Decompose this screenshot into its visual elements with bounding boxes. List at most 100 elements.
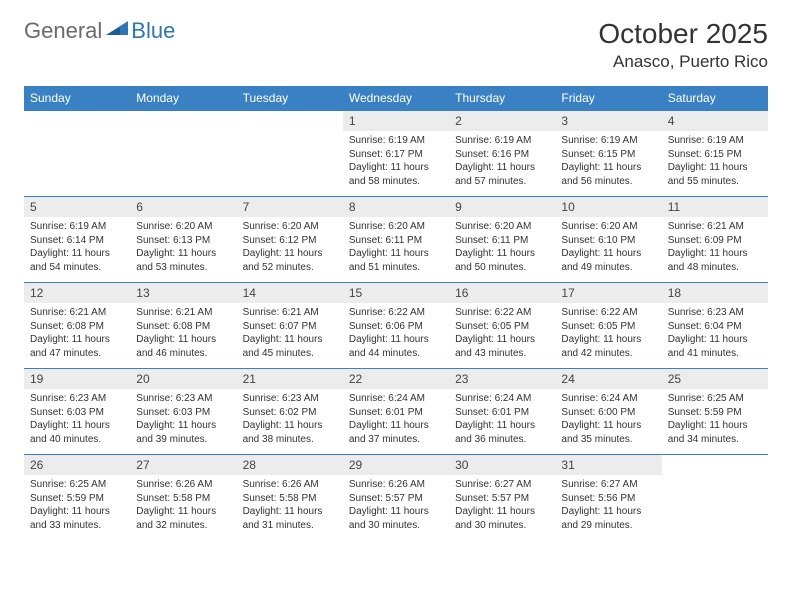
calendar-cell: 15Sunrise: 6:22 AMSunset: 6:06 PMDayligh… <box>343 283 449 369</box>
calendar-cell: 4Sunrise: 6:19 AMSunset: 6:15 PMDaylight… <box>662 111 768 197</box>
day-number: 22 <box>343 369 449 389</box>
day-number: 9 <box>449 197 555 217</box>
calendar-cell: 12Sunrise: 6:21 AMSunset: 6:08 PMDayligh… <box>24 283 130 369</box>
day-info: Sunrise: 6:21 AMSunset: 6:08 PMDaylight:… <box>130 303 236 364</box>
day-number: 16 <box>449 283 555 303</box>
day-info: Sunrise: 6:27 AMSunset: 5:57 PMDaylight:… <box>449 475 555 536</box>
day-info: Sunrise: 6:20 AMSunset: 6:11 PMDaylight:… <box>343 217 449 278</box>
calendar-row: 1Sunrise: 6:19 AMSunset: 6:17 PMDaylight… <box>24 111 768 197</box>
weekday-header: Wednesday <box>343 86 449 111</box>
calendar-cell: 27Sunrise: 6:26 AMSunset: 5:58 PMDayligh… <box>130 455 236 541</box>
logo-triangle-icon <box>106 21 128 42</box>
day-info: Sunrise: 6:27 AMSunset: 5:56 PMDaylight:… <box>555 475 661 536</box>
day-info: Sunrise: 6:22 AMSunset: 6:05 PMDaylight:… <box>555 303 661 364</box>
day-number: 4 <box>662 111 768 131</box>
day-info: Sunrise: 6:21 AMSunset: 6:08 PMDaylight:… <box>24 303 130 364</box>
calendar-cell: 13Sunrise: 6:21 AMSunset: 6:08 PMDayligh… <box>130 283 236 369</box>
logo-text-blue: Blue <box>131 18 175 44</box>
weekday-header: Saturday <box>662 86 768 111</box>
calendar-cell: 1Sunrise: 6:19 AMSunset: 6:17 PMDaylight… <box>343 111 449 197</box>
day-info: Sunrise: 6:26 AMSunset: 5:58 PMDaylight:… <box>130 475 236 536</box>
day-info: Sunrise: 6:21 AMSunset: 6:07 PMDaylight:… <box>237 303 343 364</box>
calendar-cell: 21Sunrise: 6:23 AMSunset: 6:02 PMDayligh… <box>237 369 343 455</box>
day-number: 10 <box>555 197 661 217</box>
calendar-cell: 25Sunrise: 6:25 AMSunset: 5:59 PMDayligh… <box>662 369 768 455</box>
day-info: Sunrise: 6:19 AMSunset: 6:17 PMDaylight:… <box>343 131 449 192</box>
day-info: Sunrise: 6:19 AMSunset: 6:16 PMDaylight:… <box>449 131 555 192</box>
calendar-cell <box>130 111 236 197</box>
day-info: Sunrise: 6:23 AMSunset: 6:03 PMDaylight:… <box>130 389 236 450</box>
calendar-cell: 26Sunrise: 6:25 AMSunset: 5:59 PMDayligh… <box>24 455 130 541</box>
calendar-cell: 8Sunrise: 6:20 AMSunset: 6:11 PMDaylight… <box>343 197 449 283</box>
calendar-row: 26Sunrise: 6:25 AMSunset: 5:59 PMDayligh… <box>24 455 768 541</box>
day-info: Sunrise: 6:26 AMSunset: 5:58 PMDaylight:… <box>237 475 343 536</box>
header: General Blue October 2025 Anasco, Puerto… <box>24 18 768 72</box>
day-number: 31 <box>555 455 661 475</box>
calendar-cell: 20Sunrise: 6:23 AMSunset: 6:03 PMDayligh… <box>130 369 236 455</box>
calendar-row: 19Sunrise: 6:23 AMSunset: 6:03 PMDayligh… <box>24 369 768 455</box>
day-info: Sunrise: 6:25 AMSunset: 5:59 PMDaylight:… <box>662 389 768 450</box>
day-number: 20 <box>130 369 236 389</box>
calendar-cell: 17Sunrise: 6:22 AMSunset: 6:05 PMDayligh… <box>555 283 661 369</box>
calendar-cell: 28Sunrise: 6:26 AMSunset: 5:58 PMDayligh… <box>237 455 343 541</box>
day-info: Sunrise: 6:20 AMSunset: 6:12 PMDaylight:… <box>237 217 343 278</box>
day-number: 15 <box>343 283 449 303</box>
day-number: 7 <box>237 197 343 217</box>
calendar-cell: 29Sunrise: 6:26 AMSunset: 5:57 PMDayligh… <box>343 455 449 541</box>
day-number: 13 <box>130 283 236 303</box>
day-info: Sunrise: 6:24 AMSunset: 6:00 PMDaylight:… <box>555 389 661 450</box>
location: Anasco, Puerto Rico <box>598 52 768 72</box>
day-number: 25 <box>662 369 768 389</box>
calendar-cell: 16Sunrise: 6:22 AMSunset: 6:05 PMDayligh… <box>449 283 555 369</box>
day-number: 26 <box>24 455 130 475</box>
day-number: 29 <box>343 455 449 475</box>
day-info: Sunrise: 6:23 AMSunset: 6:02 PMDaylight:… <box>237 389 343 450</box>
weekday-header: Monday <box>130 86 236 111</box>
day-info: Sunrise: 6:19 AMSunset: 6:15 PMDaylight:… <box>555 131 661 192</box>
day-number: 24 <box>555 369 661 389</box>
day-number: 5 <box>24 197 130 217</box>
weekday-header: Tuesday <box>237 86 343 111</box>
calendar-cell: 2Sunrise: 6:19 AMSunset: 6:16 PMDaylight… <box>449 111 555 197</box>
calendar-cell: 6Sunrise: 6:20 AMSunset: 6:13 PMDaylight… <box>130 197 236 283</box>
day-info: Sunrise: 6:19 AMSunset: 6:14 PMDaylight:… <box>24 217 130 278</box>
day-number: 21 <box>237 369 343 389</box>
calendar-row: 12Sunrise: 6:21 AMSunset: 6:08 PMDayligh… <box>24 283 768 369</box>
calendar-cell: 31Sunrise: 6:27 AMSunset: 5:56 PMDayligh… <box>555 455 661 541</box>
calendar-cell: 3Sunrise: 6:19 AMSunset: 6:15 PMDaylight… <box>555 111 661 197</box>
day-number: 12 <box>24 283 130 303</box>
day-info: Sunrise: 6:23 AMSunset: 6:03 PMDaylight:… <box>24 389 130 450</box>
calendar-cell <box>237 111 343 197</box>
calendar-cell: 14Sunrise: 6:21 AMSunset: 6:07 PMDayligh… <box>237 283 343 369</box>
day-info: Sunrise: 6:21 AMSunset: 6:09 PMDaylight:… <box>662 217 768 278</box>
logo: General Blue <box>24 18 175 44</box>
day-info: Sunrise: 6:24 AMSunset: 6:01 PMDaylight:… <box>343 389 449 450</box>
day-info: Sunrise: 6:25 AMSunset: 5:59 PMDaylight:… <box>24 475 130 536</box>
calendar-cell: 7Sunrise: 6:20 AMSunset: 6:12 PMDaylight… <box>237 197 343 283</box>
day-number: 14 <box>237 283 343 303</box>
weekday-header: Friday <box>555 86 661 111</box>
page-title: October 2025 <box>598 18 768 50</box>
day-number: 8 <box>343 197 449 217</box>
day-number: 1 <box>343 111 449 131</box>
calendar-cell <box>24 111 130 197</box>
calendar-cell: 5Sunrise: 6:19 AMSunset: 6:14 PMDaylight… <box>24 197 130 283</box>
day-info: Sunrise: 6:26 AMSunset: 5:57 PMDaylight:… <box>343 475 449 536</box>
calendar-row: 5Sunrise: 6:19 AMSunset: 6:14 PMDaylight… <box>24 197 768 283</box>
day-number: 28 <box>237 455 343 475</box>
calendar-table: SundayMondayTuesdayWednesdayThursdayFrid… <box>24 86 768 541</box>
day-number: 6 <box>130 197 236 217</box>
day-number: 30 <box>449 455 555 475</box>
day-number: 3 <box>555 111 661 131</box>
logo-text-general: General <box>24 18 102 44</box>
day-info: Sunrise: 6:19 AMSunset: 6:15 PMDaylight:… <box>662 131 768 192</box>
calendar-cell: 9Sunrise: 6:20 AMSunset: 6:11 PMDaylight… <box>449 197 555 283</box>
day-number: 19 <box>24 369 130 389</box>
calendar-cell: 24Sunrise: 6:24 AMSunset: 6:00 PMDayligh… <box>555 369 661 455</box>
day-number: 17 <box>555 283 661 303</box>
calendar-cell: 22Sunrise: 6:24 AMSunset: 6:01 PMDayligh… <box>343 369 449 455</box>
day-number: 11 <box>662 197 768 217</box>
weekday-header: Thursday <box>449 86 555 111</box>
calendar-cell: 19Sunrise: 6:23 AMSunset: 6:03 PMDayligh… <box>24 369 130 455</box>
day-info: Sunrise: 6:22 AMSunset: 6:05 PMDaylight:… <box>449 303 555 364</box>
